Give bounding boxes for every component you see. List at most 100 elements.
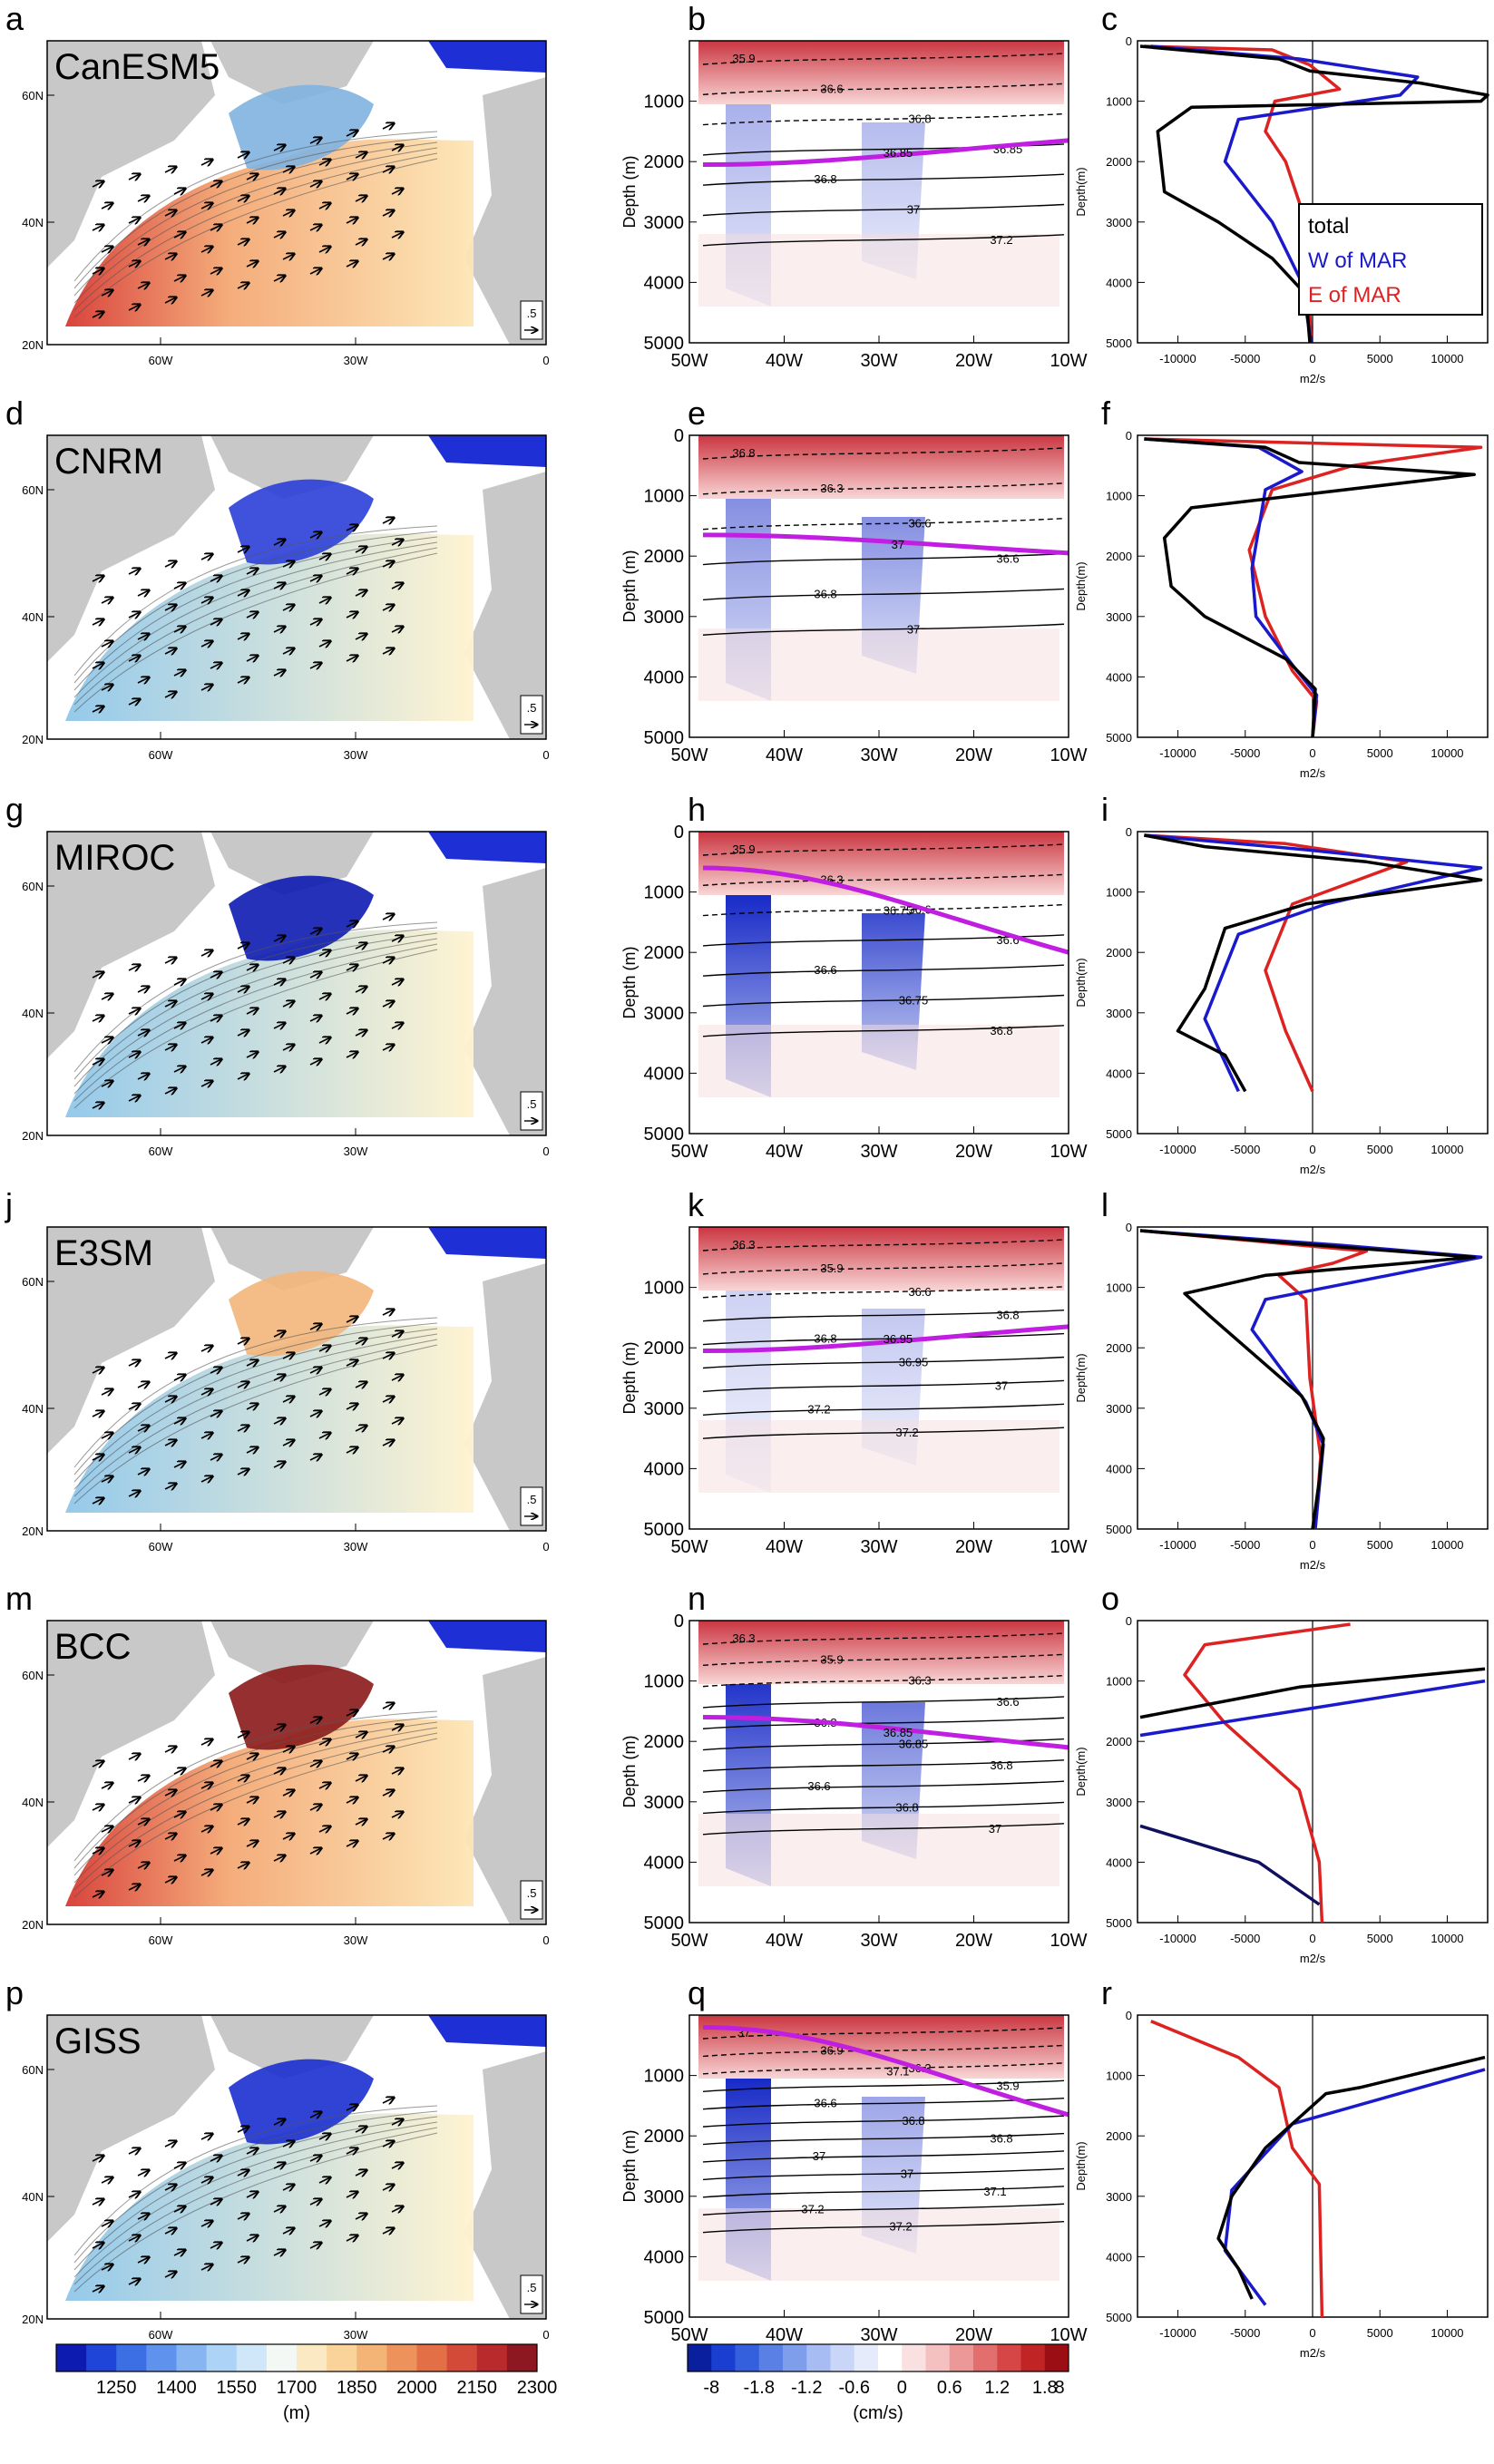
depth-colorbar-swatch [146, 2344, 177, 2371]
current-vector [200, 598, 212, 603]
current-vector [273, 979, 285, 985]
transport-y-tick-label: 5000 [1106, 2311, 1132, 2324]
current-vector [382, 648, 394, 654]
map-y-tick-label: 60N [22, 483, 44, 497]
isopycnal-line [702, 1801, 1065, 1815]
velocity-colorbar-swatch [1044, 2344, 1069, 2371]
map-y-tick-label: 60N [22, 880, 44, 893]
current-vector [282, 1045, 294, 1050]
ocean-depth-field [65, 1325, 474, 1513]
map-y-tick-label: 20N [22, 1524, 44, 1538]
current-vector [164, 1397, 176, 1402]
transport-y-tick-label: 3000 [1106, 216, 1132, 229]
current-vector [137, 1382, 149, 1388]
section-x-tick-label: 20W [955, 1142, 992, 1162]
subpolar-gyre-field [229, 875, 374, 961]
current-vector [101, 598, 112, 603]
depth-contour [73, 1732, 438, 1891]
current-vector [164, 1353, 176, 1359]
subpolar-gyre-field [229, 479, 374, 565]
velocity-colorbar-tick-label: -0.6 [839, 2378, 870, 2398]
current-vector [382, 1045, 394, 1050]
current-vector [200, 1476, 212, 1482]
current-vector [346, 261, 357, 267]
transport-total-line [1144, 833, 1483, 1093]
current-vector [173, 189, 185, 194]
velocity-colorbar-swatch [902, 2344, 926, 2371]
map-x-tick-label: 30W [344, 748, 368, 762]
section-y-tick-label: 2000 [644, 943, 685, 963]
current-vector [128, 174, 140, 180]
current-vector [237, 1030, 249, 1036]
section-y-tick-label: 1000 [644, 883, 685, 903]
current-vector [237, 2127, 249, 2132]
isopycnal-line [702, 1632, 1065, 1645]
current-vector [92, 181, 103, 187]
map-x-tick-label: 60W [149, 1144, 173, 1158]
current-vector [137, 1030, 149, 1036]
map-y-tick-label: 60N [22, 1275, 44, 1289]
current-vector [273, 1725, 285, 1730]
current-vector [237, 283, 249, 288]
depth-colorbar-tick-label: 1700 [277, 2378, 317, 2398]
isopycnal-label: 36.8 [814, 172, 836, 186]
current-vector [210, 1016, 221, 1021]
isopycnal-label: 36.6 [996, 1695, 1019, 1709]
depth-contour [73, 158, 438, 318]
ocean-depth-field [65, 533, 474, 721]
current-vector [346, 1360, 357, 1366]
section-y-tick-label: 5000 [644, 1520, 685, 1540]
current-vector [309, 1411, 321, 1417]
ocean-depth-field [65, 930, 474, 1117]
depth-colorbar-swatch [446, 2344, 478, 2371]
transport-east-line [1144, 833, 1409, 1093]
current-vector [200, 247, 212, 252]
depth-contour [73, 1317, 438, 1468]
current-vector [346, 1710, 357, 1716]
velocity-colorbar-swatch [735, 2344, 760, 2371]
current-vector [309, 1455, 321, 1460]
section-x-tick-label: 10W [1050, 745, 1087, 765]
current-vector [92, 706, 103, 712]
transport-east-line [1139, 1229, 1369, 1530]
ocean-depth-field [65, 1719, 474, 1906]
section-y-tick-label: 4000 [644, 1459, 685, 1479]
transport-x-tick-label: -5000 [1230, 1143, 1260, 1156]
current-vector [282, 210, 294, 216]
isopycnal-label: 36.3 [732, 1631, 755, 1645]
current-vector [101, 994, 112, 999]
isopycnal-label: 37 [907, 203, 920, 217]
transport-y-tick-label: 2000 [1106, 550, 1132, 563]
current-vector [101, 1037, 112, 1043]
map-y-tick-label: 20N [22, 338, 44, 352]
current-vector [101, 1826, 112, 1832]
map-x-tick-label: 30W [344, 1144, 368, 1158]
depth-colorbar-tick-label: 1250 [96, 2378, 137, 2398]
depth-contour [73, 547, 438, 706]
current-vector [173, 1855, 185, 1861]
transport-y-tick-label: 5000 [1106, 1916, 1132, 1930]
isopycnal-line [702, 1780, 1065, 1793]
current-vector [309, 1761, 321, 1767]
section-y-tick-label: 1000 [644, 93, 685, 112]
current-vector [164, 254, 176, 259]
vector-reference-label: .5 [527, 1097, 537, 1111]
current-vector [137, 677, 149, 683]
current-vector [210, 268, 221, 274]
current-vector [210, 1848, 221, 1854]
current-vector [237, 547, 249, 552]
map-y-tick-label: 60N [22, 1669, 44, 1682]
subpolar-gyre-field [229, 84, 374, 170]
current-vector [200, 1037, 212, 1043]
panel-letter: c [1101, 0, 1118, 37]
section-y-tick-label: 2000 [644, 1339, 685, 1359]
transport-x-tick-label: -10000 [1159, 746, 1196, 760]
transport-total-line [1144, 437, 1476, 738]
section-x-tick-label: 30W [860, 1931, 897, 1951]
current-vector [101, 1081, 112, 1086]
current-vector [173, 1023, 185, 1028]
current-vector [309, 929, 321, 934]
current-vector [382, 1353, 394, 1359]
current-vector [173, 2163, 185, 2168]
